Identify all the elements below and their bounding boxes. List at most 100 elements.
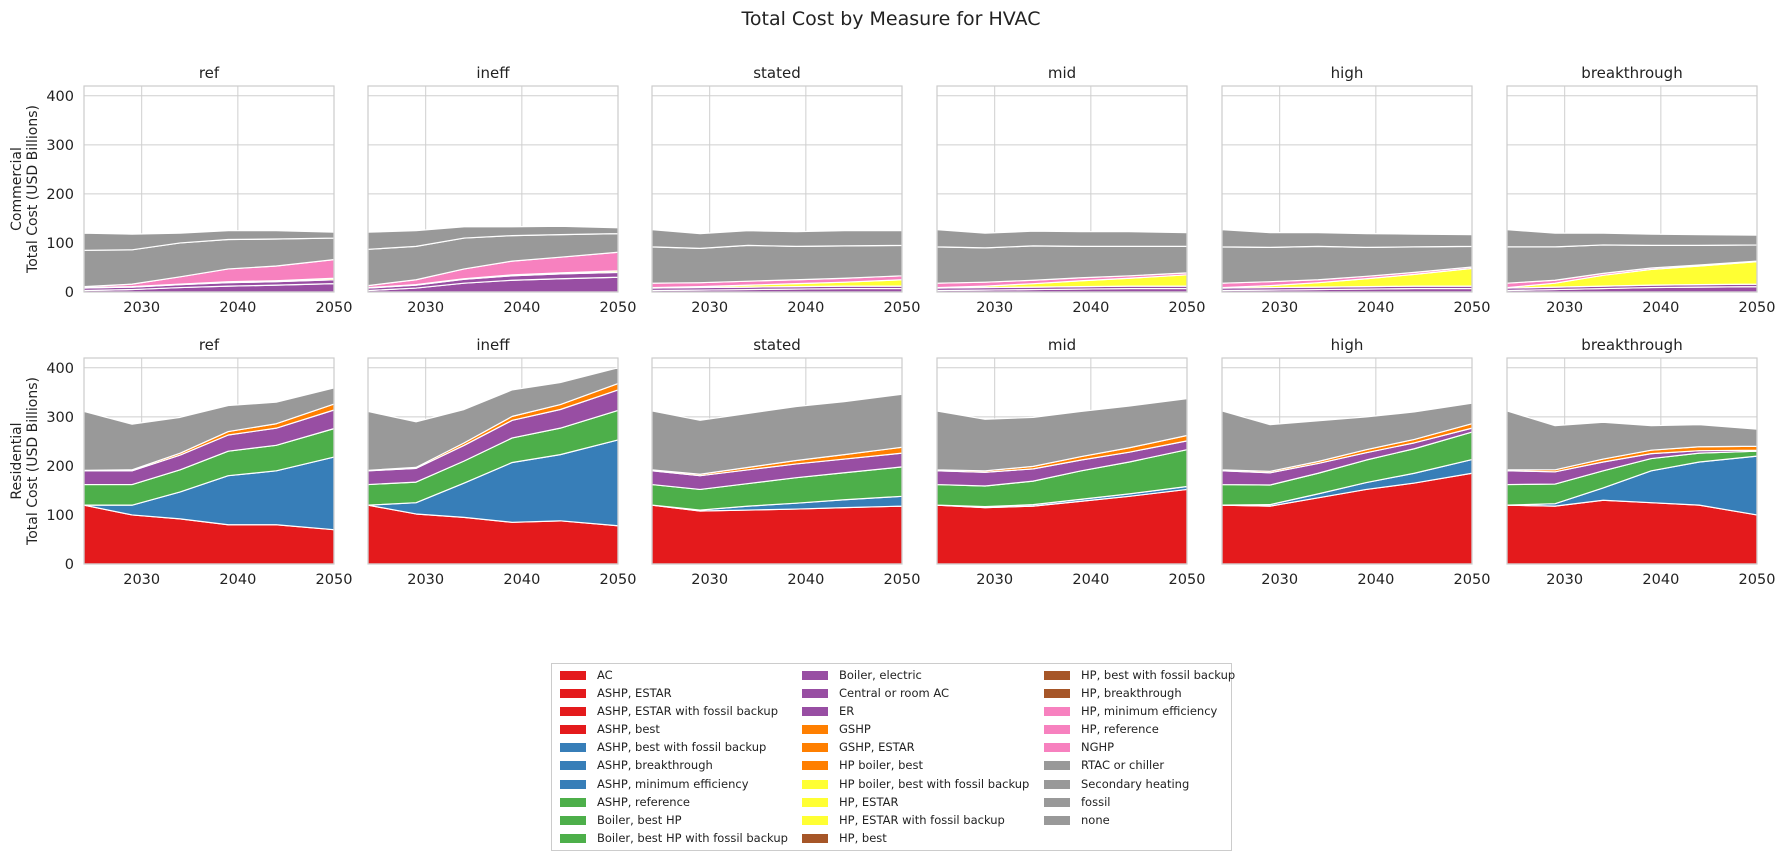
legend-swatch [560,779,586,789]
legend-swatch [560,707,586,717]
axes-frame [936,85,1188,293]
x-tick-label: 2040 [1357,572,1394,588]
legend-label: HP, minimum efficiency [1081,704,1218,719]
legend-label: HP, ESTAR [839,794,899,809]
x-tick-label: 2040 [503,300,540,316]
axes-frame [367,85,619,293]
y-axis-label-line: Total Cost (USD Billions) [25,105,41,274]
y-tick-label: 100 [46,236,74,252]
legend-label: HP, reference [1081,722,1159,737]
panel-residential-mid: mid 2030 2040 2050 [936,336,1206,588]
legend-swatch [802,797,828,807]
panel-residential-ref: ref 2030 2040 2050 0 100 200 300 400 ResidentialT… [9,336,352,588]
x-tick-label: 2040 [1072,300,1109,316]
x-tick-label: 2040 [1642,300,1679,316]
y-tick-label: 300 [46,410,74,426]
x-tick-label: 2050 [1454,300,1491,316]
x-tick-label: 2040 [1072,572,1109,588]
x-tick-label: 2040 [787,300,824,316]
x-tick-label: 2050 [600,300,637,316]
y-tick-label: 400 [46,361,74,377]
legend-label: AC [597,668,613,682]
x-tick-label: 2030 [1261,572,1298,588]
x-tick-label: 2040 [1642,572,1679,588]
panel-title: mid [1048,64,1076,82]
legend-label: HP boiler, best [839,758,923,773]
x-tick-label: 2040 [1357,300,1394,316]
legend-swatch [802,707,828,717]
legend-label: Boiler, best HP with fossil backup [597,830,788,845]
axes-frame [83,85,335,293]
legend-swatch [802,761,828,771]
axes-frame [651,85,903,293]
x-tick-label: 2050 [316,300,353,316]
legend-swatch [802,689,828,699]
y-tick-label: 0 [65,557,74,573]
legend-label: ASHP, reference [597,794,690,809]
y-tick-label: 200 [46,459,74,475]
legend-swatch [1044,797,1070,807]
legend-label: Boiler, best HP [597,812,682,827]
panel-title: stated [753,64,801,82]
legend-label: HP, best [839,830,887,845]
panel-commercial-stated: stated 2030 2040 2050 [651,64,920,316]
panel-title: breakthrough [1581,64,1682,82]
panel-title: ineff [476,336,510,354]
x-tick-label: 2050 [1739,300,1776,316]
panel-commercial-ref: ref 2030 2040 2050 0 100 200 300 400 CommercialTo… [9,64,352,316]
legend-swatch [802,779,828,789]
panel-title: high [1331,64,1364,82]
x-tick-label: 2050 [1454,572,1491,588]
x-tick-label: 2030 [123,300,160,316]
panel-title: breakthrough [1581,336,1682,354]
x-tick-label: 2030 [976,300,1013,316]
y-axis-label-line: Commercial [9,147,25,231]
x-tick-label: 2040 [219,572,256,588]
legend-swatch [560,689,586,699]
y-tick-label: 0 [65,285,74,301]
axes-frame [1221,357,1473,565]
panel-commercial-ineff: ineff 2030 2040 2050 [367,64,637,316]
legend-swatch [1044,779,1070,789]
legend-label: HP boiler, best with fossil backup [839,776,1030,791]
legend-label: RTAC or chiller [1081,758,1165,773]
y-axis-label-line: Total Cost (USD Billions) [25,377,41,546]
x-tick-label: 2050 [316,572,353,588]
panel-commercial-mid: mid 2030 2040 2050 [936,64,1206,316]
panel-title: stated [753,336,801,354]
legend-label: Secondary heating [1081,776,1190,791]
area-gray-lower [651,244,903,284]
x-tick-label: 2050 [1739,572,1776,588]
legend-swatch [1044,815,1070,825]
x-tick-label: 2030 [1546,300,1583,316]
legend-swatch [1044,761,1070,771]
legend-label: GSHP, ESTAR [839,740,915,755]
x-tick-label: 2030 [976,572,1013,588]
y-tick-label: 200 [46,187,74,203]
legend-label: ASHP, ESTAR [597,686,672,701]
legend-swatch [1044,743,1070,753]
legend-label: HP, breakthrough [1081,686,1182,701]
legend: AC ASHP, ESTAR ASHP, ESTAR with fossil bac… [551,663,1235,851]
x-tick-label: 2050 [1169,572,1206,588]
legend-swatch [802,671,828,680]
legend-label: fossil [1081,794,1111,809]
legend-label: NGHP [1081,740,1115,755]
legend-label: none [1081,812,1110,827]
y-tick-label: 300 [46,138,74,154]
axes-frame [1506,357,1758,565]
panel-commercial-breakthrough: breakthrough 2030 2040 2050 [1506,64,1776,316]
area-gray-upper [936,229,1188,249]
panel-title: ineff [476,64,510,82]
area-gray-upper [1221,229,1473,248]
y-axis-label: ResidentialTotal Cost (USD Billions) [9,377,41,546]
x-tick-label: 2030 [407,572,444,588]
x-tick-label: 2050 [1169,300,1206,316]
x-tick-label: 2040 [219,300,256,316]
legend-swatch [1044,671,1070,680]
x-tick-label: 2030 [691,300,728,316]
legend-swatch [1044,707,1070,717]
x-tick-label: 2030 [407,300,444,316]
x-tick-label: 2050 [600,572,637,588]
legend-label: ASHP, ESTAR with fossil backup [597,704,779,719]
